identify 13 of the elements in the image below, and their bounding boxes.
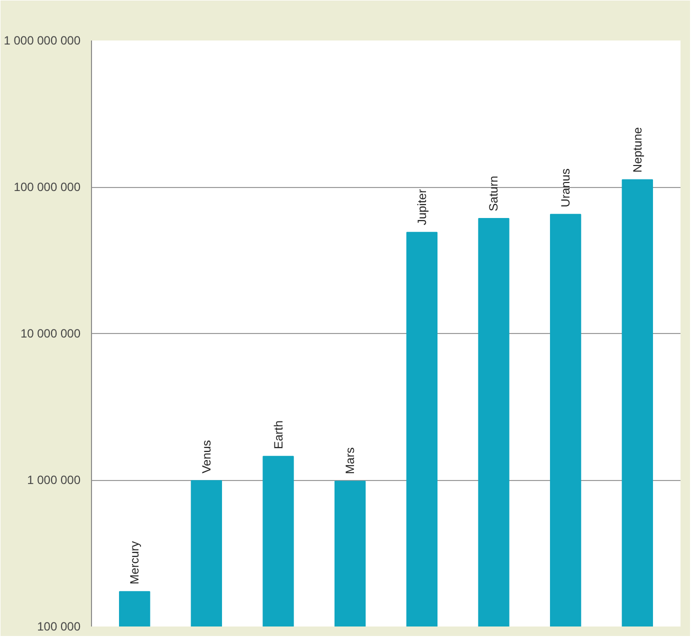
- x-tick-label: Earth: [271, 420, 286, 450]
- x-tick-label: Venus: [199, 440, 214, 474]
- x-tick-label: Uranus: [558, 168, 573, 208]
- y-tick-label: 1 000 000 000: [4, 34, 81, 48]
- y-tick-label: 1 000 000: [27, 473, 81, 487]
- x-tick-label: Saturn: [486, 176, 501, 212]
- x-tick-label: Jupiter: [414, 189, 429, 226]
- x-tick-label: Mars: [343, 447, 358, 474]
- y-tick-label: 100 000 000: [14, 180, 81, 194]
- y-tick-label: 100 000: [37, 620, 81, 634]
- x-tick-label: Neptune: [630, 126, 644, 173]
- y-tick-label: 10 000 000: [20, 326, 81, 340]
- x-tick-label: Mercury: [128, 541, 142, 584]
